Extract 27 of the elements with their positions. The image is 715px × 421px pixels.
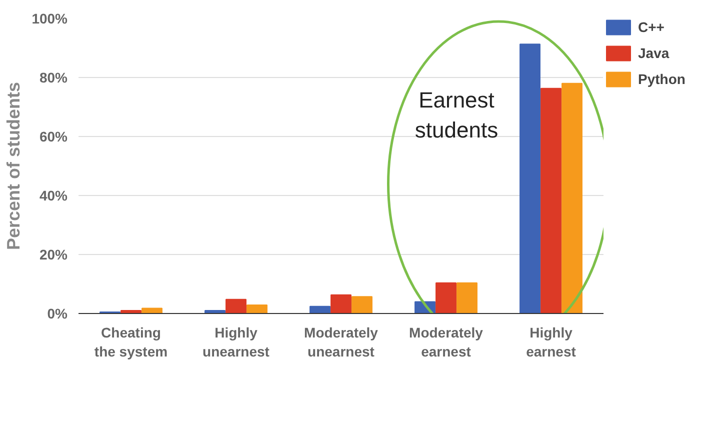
annotation: Earnest students bbox=[414, 87, 498, 142]
y-axis-title: Percent of students bbox=[4, 82, 24, 250]
y-tick-label: 20% bbox=[39, 246, 68, 262]
bar bbox=[330, 294, 352, 314]
y-tick-label: 60% bbox=[39, 128, 68, 144]
legend-label: Python bbox=[638, 71, 686, 87]
bar bbox=[562, 82, 582, 314]
x-tick-label: Highly earnest bbox=[526, 324, 576, 360]
bar bbox=[352, 296, 372, 314]
bar bbox=[540, 88, 562, 314]
x-tick-label: Cheating the system bbox=[94, 324, 168, 360]
x-tick-label: Moderately earnest bbox=[409, 324, 484, 360]
bar bbox=[226, 298, 246, 314]
legend-label: Java bbox=[638, 45, 670, 61]
y-tick-label: 80% bbox=[39, 70, 68, 86]
x-tick-label: Highly unearnest bbox=[202, 324, 270, 360]
y-tick-label: 40% bbox=[39, 188, 68, 204]
bar bbox=[142, 308, 162, 314]
legend-label: C++ bbox=[638, 19, 664, 35]
y-tick-label: 0% bbox=[47, 306, 68, 322]
bar bbox=[310, 306, 330, 314]
bar bbox=[520, 44, 540, 314]
bar bbox=[436, 282, 456, 314]
y-tick-label: 100% bbox=[32, 10, 68, 26]
bar bbox=[246, 304, 268, 314]
bar bbox=[456, 282, 478, 314]
x-tick-label: Moderately unearnest bbox=[304, 324, 378, 360]
